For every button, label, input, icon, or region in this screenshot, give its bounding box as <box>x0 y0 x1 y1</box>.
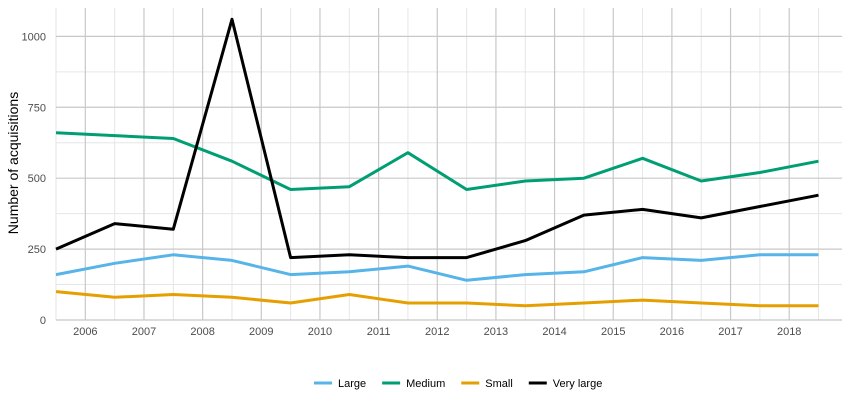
y-tick-label: 500 <box>28 173 46 185</box>
x-tick-label: 2009 <box>249 326 273 338</box>
series-line-medium <box>55 131 819 191</box>
y-tick-label: 250 <box>28 244 46 256</box>
x-tick-label: 2006 <box>73 326 97 338</box>
legend-label-medium: Medium <box>406 378 445 390</box>
legend: Large Medium Small Very large <box>314 378 602 390</box>
x-axis: 2006 2007 2008 2009 2010 2011 2012 2013 2014 2015… <box>73 326 801 338</box>
legend-label-very-large: Very large <box>553 378 603 390</box>
series-lines <box>55 17 819 308</box>
y-axis: 0 250 500 750 1000 <box>22 31 46 327</box>
x-tick-label: 2010 <box>308 326 332 338</box>
x-tick-label: 2018 <box>777 326 801 338</box>
legend-label-large: Large <box>338 378 366 390</box>
x-tick-label: 2013 <box>484 326 508 338</box>
x-tick-label: 2008 <box>190 326 214 338</box>
x-tick-label: 2007 <box>132 326 156 338</box>
grid <box>55 8 842 321</box>
series-line-small <box>55 290 819 308</box>
x-tick-label: 2017 <box>718 326 742 338</box>
x-tick-label: 2012 <box>425 326 449 338</box>
x-tick-label: 2011 <box>367 326 391 338</box>
y-tick-label: 750 <box>28 102 46 114</box>
y-tick-label: 0 <box>40 315 46 327</box>
x-tick-label: 2015 <box>601 326 625 338</box>
legend-label-small: Small <box>485 378 513 390</box>
y-tick-label: 1000 <box>22 31 46 43</box>
x-tick-label: 2016 <box>660 326 684 338</box>
series-line-large <box>55 253 819 282</box>
series-line-very-large <box>55 17 819 260</box>
y-axis-title: Number of acquisitions <box>5 92 21 234</box>
x-tick-label: 2014 <box>542 326 566 338</box>
